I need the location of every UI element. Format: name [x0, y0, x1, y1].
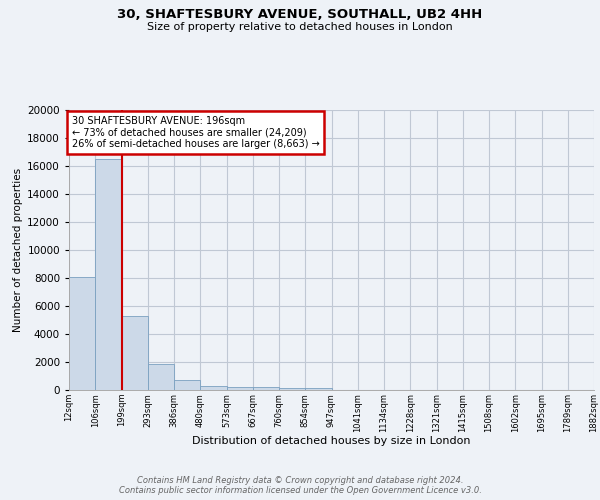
Bar	[305, 388, 331, 390]
Bar	[69, 276, 95, 390]
Text: 30, SHAFTESBURY AVENUE, SOUTHALL, UB2 4HH: 30, SHAFTESBURY AVENUE, SOUTHALL, UB2 4H…	[118, 8, 482, 20]
X-axis label: Distribution of detached houses by size in London: Distribution of detached houses by size …	[192, 436, 471, 446]
Bar	[227, 387, 253, 390]
Bar	[174, 380, 200, 390]
Text: Contains HM Land Registry data © Crown copyright and database right 2024.
Contai: Contains HM Land Registry data © Crown c…	[119, 476, 481, 495]
Text: 30 SHAFTESBURY AVENUE: 196sqm
← 73% of detached houses are smaller (24,209)
26% : 30 SHAFTESBURY AVENUE: 196sqm ← 73% of d…	[71, 116, 319, 149]
Bar	[253, 388, 279, 390]
Bar	[121, 316, 148, 390]
Bar	[200, 386, 227, 390]
Bar	[279, 388, 305, 390]
Y-axis label: Number of detached properties: Number of detached properties	[13, 168, 23, 332]
Bar	[148, 364, 174, 390]
Text: Size of property relative to detached houses in London: Size of property relative to detached ho…	[147, 22, 453, 32]
Bar	[95, 159, 121, 390]
